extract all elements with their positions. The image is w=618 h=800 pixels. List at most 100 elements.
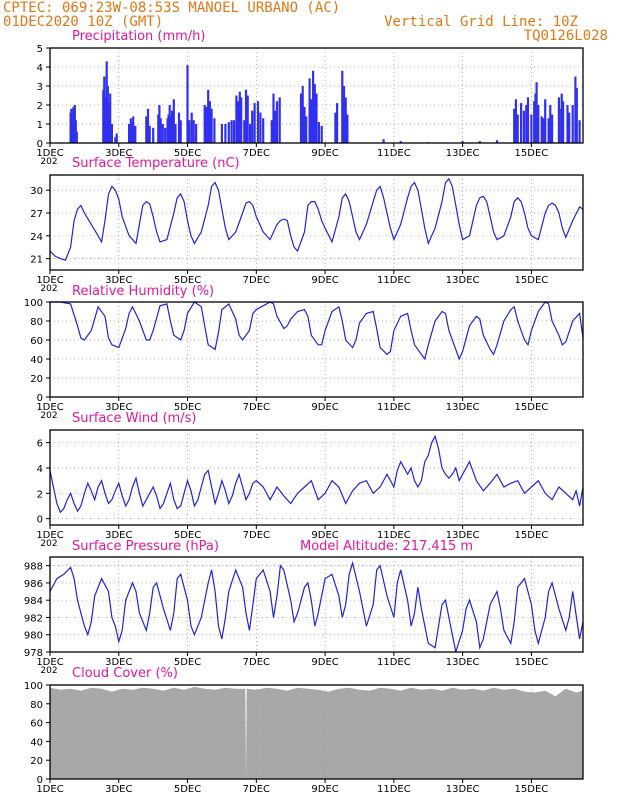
humidity-year-label: 202 [40, 411, 57, 421]
pressure-ytick-label: 984 [24, 596, 43, 607]
humidity-xtick-label: 11DEC [377, 402, 411, 413]
pressure-xtick-label: 5DEC [174, 657, 201, 668]
pressure-xtick-label: 1DEC [36, 657, 63, 668]
wind-ytick-label: 6 [37, 439, 43, 450]
precip-bar [301, 86, 304, 143]
precip-bar [208, 101, 211, 143]
precip-ytick-label: 0 [37, 139, 43, 150]
cloud-ytick-label: 0 [37, 775, 43, 786]
cloud-ytick-label: 20 [30, 756, 43, 767]
precip-bar [174, 124, 177, 143]
precip-bar [533, 101, 536, 143]
temp-ytick-label: 27 [30, 209, 43, 220]
precip-bar [152, 127, 155, 143]
pressure-ytick-label: 982 [24, 613, 43, 624]
precip-bar [227, 122, 230, 143]
precip-bar [313, 84, 316, 143]
wind-ytick-label: 4 [37, 464, 43, 475]
precip-bar [246, 95, 249, 143]
precip-bar [213, 118, 216, 143]
precip-bar [562, 101, 565, 143]
precip-ytick-label: 3 [37, 82, 43, 93]
wind-xtick-label: 1DEC [36, 530, 63, 541]
precip-bar [522, 110, 525, 143]
precip-bar [516, 114, 519, 143]
pressure-xtick-label: 13DEC [446, 657, 480, 668]
temp-xtick-label: 1DEC [36, 275, 63, 286]
precip-bar [148, 125, 151, 143]
wind-title: Surface Wind (m/s) [72, 411, 197, 426]
precip-bar [177, 112, 181, 143]
precip-xtick-label: 11DEC [377, 148, 411, 159]
temp-ytick-label: 21 [30, 255, 43, 266]
precip-bar [310, 99, 313, 143]
precip-bar [128, 124, 131, 143]
precip-frame [49, 47, 584, 144]
precip-bar [249, 124, 252, 143]
precip-bar [230, 120, 233, 143]
precip-bar [461, 141, 464, 143]
precip-bar [72, 106, 75, 143]
wind-frame [49, 429, 584, 526]
precip-bar [344, 97, 347, 143]
humidity-frame [49, 301, 584, 398]
humidity-xtick-label: 15DEC [515, 402, 549, 413]
wind-xtick-label: 7DEC [243, 530, 270, 541]
header-station: CPTEC: 069:23W-08:53S MANOEL URBANO (AC) [3, 0, 341, 16]
precip-bar [537, 105, 540, 143]
temp-title: Surface Temperature (nC) [72, 156, 240, 171]
precip-bar [115, 133, 118, 143]
precip-bar [179, 120, 182, 143]
precip-xtick-label: 9DEC [311, 148, 338, 159]
wind-xtick-label: 5DEC [174, 530, 201, 541]
temp-line [49, 177, 584, 261]
wind-ytick-label: 0 [37, 515, 43, 526]
precip-xtick-label: 3DEC [105, 148, 132, 159]
precip-bar [110, 124, 113, 143]
pressure-xtick-label: 9DEC [311, 657, 338, 668]
humidity-ytick-label: 40 [30, 355, 43, 366]
precip-bar [207, 89, 210, 143]
humidity-ytick-label: 0 [37, 393, 43, 404]
cloud-xtick-label: 1DEC [36, 784, 63, 795]
temp-frame [49, 174, 584, 271]
precip-bar [566, 105, 569, 143]
precip-bar [205, 106, 208, 143]
precip-bar [549, 105, 552, 143]
precip-bar [495, 140, 499, 143]
pressure-xtick-label: 3DEC [105, 657, 132, 668]
humidity-xtick-label: 7DEC [243, 402, 270, 413]
precip-xtick-label: 7DEC [243, 148, 270, 159]
cloud-frame [49, 684, 584, 780]
cloud-ytick-label: 40 [30, 737, 43, 748]
wind-xtick-label: 11DEC [377, 530, 411, 541]
precip-bar [235, 95, 238, 143]
precip-bar [513, 108, 516, 143]
precip-bar [243, 120, 246, 143]
precip-bar [145, 116, 148, 143]
precip-bar [244, 89, 248, 143]
temp-xtick-label: 11DEC [377, 275, 411, 286]
precip-bar [317, 122, 320, 143]
precip-bar [256, 101, 260, 143]
temp-xtick-label: 5DEC [174, 275, 201, 286]
precip-bar [224, 124, 227, 143]
precip-bar [540, 116, 543, 143]
precip-bar [158, 105, 161, 143]
precip-bar [259, 112, 262, 143]
precip-bar [190, 112, 193, 143]
precip-bar [342, 86, 346, 143]
precip-bar [278, 97, 281, 143]
precip-bar [315, 93, 318, 143]
pressure-line [49, 560, 584, 653]
temp-xtick-label: 3DEC [105, 275, 132, 286]
precip-bar [574, 76, 577, 143]
temp-ytick-label: 24 [30, 232, 43, 243]
precip-xtick-label: 13DEC [446, 148, 480, 159]
cloud-ytick-label: 80 [30, 700, 43, 711]
wind-xtick-label: 13DEC [446, 530, 480, 541]
precip-bar [320, 125, 323, 143]
cloud-xtick-label: 3DEC [105, 784, 132, 795]
humidity-ytick-label: 20 [30, 374, 43, 385]
